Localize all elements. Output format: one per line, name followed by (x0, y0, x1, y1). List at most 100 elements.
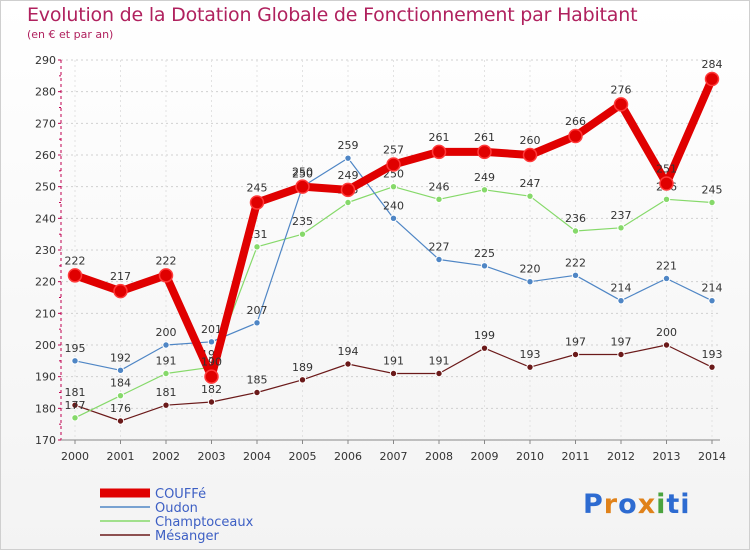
y-tick-label: 220 (35, 276, 56, 289)
data-point (613, 97, 629, 112)
data-label: 193 (520, 348, 541, 361)
data-point (295, 179, 310, 194)
x-tick-label: 2004 (243, 450, 271, 463)
data-point (708, 198, 716, 207)
data-label: 236 (565, 212, 586, 225)
data-point (389, 214, 398, 223)
data-label: 199 (474, 329, 495, 342)
y-tick-label: 210 (35, 307, 56, 320)
data-label: 191 (383, 355, 404, 368)
data-label: 261 (429, 131, 450, 144)
data-point (249, 195, 265, 210)
data-label: 195 (65, 342, 86, 355)
data-label: 197 (565, 336, 586, 349)
data-label: 260 (520, 134, 541, 147)
x-tick-label: 2000 (61, 450, 89, 463)
data-label: 221 (656, 260, 677, 273)
x-tick-label: 2014 (698, 450, 726, 463)
data-label: 246 (429, 180, 450, 193)
data-point (526, 277, 534, 286)
data-label: 181 (65, 386, 86, 399)
y-tick-label: 180 (35, 402, 56, 415)
data-label: 249 (474, 171, 495, 184)
legend-label: Oudon (155, 501, 198, 516)
data-point (708, 296, 716, 305)
data-point (386, 157, 401, 172)
logo-letter: i (656, 489, 667, 520)
x-tick-label: 2012 (607, 450, 635, 463)
data-label: 259 (338, 139, 359, 152)
y-tick-label: 280 (35, 86, 56, 99)
data-label: 194 (338, 345, 359, 358)
chart-title: Evolution de la Dotation Globale de Fonc… (27, 4, 638, 26)
data-label: 193 (702, 348, 723, 361)
x-tick-label: 2002 (152, 450, 180, 463)
y-tick-label: 250 (35, 181, 56, 194)
data-label: 222 (65, 254, 86, 267)
data-point (435, 195, 443, 204)
data-label: 181 (156, 386, 177, 399)
logo-letter: i (680, 489, 691, 520)
data-point (344, 154, 352, 162)
data-label: 284 (702, 58, 723, 71)
y-tick-label: 190 (35, 371, 56, 384)
data-point (71, 401, 79, 409)
data-point (659, 176, 674, 191)
data-label: 220 (520, 263, 541, 276)
x-tick-label: 2008 (425, 450, 453, 463)
data-point (162, 369, 170, 378)
data-point (662, 274, 671, 283)
data-point (71, 414, 79, 422)
data-point (344, 198, 352, 207)
data-point (662, 341, 671, 349)
data-point (204, 369, 219, 384)
data-label: 237 (611, 209, 632, 222)
data-label: 250 (292, 166, 313, 179)
data-label: 245 (702, 184, 723, 197)
data-label: 217 (110, 270, 131, 283)
proxiti-logo: Proxiti (583, 489, 691, 520)
data-label: 207 (247, 304, 268, 317)
data-point (522, 147, 538, 163)
data-label: 250 (292, 168, 313, 181)
y-tick-label: 290 (35, 54, 56, 67)
data-label: 191 (156, 355, 177, 368)
data-point (617, 296, 625, 305)
data-point (617, 224, 625, 232)
logo-letter: t (666, 489, 681, 520)
data-label: 191 (429, 355, 450, 368)
y-tick-label: 230 (35, 244, 56, 257)
data-label: 257 (383, 144, 404, 157)
data-label: 185 (247, 374, 268, 387)
logo-letter: o (618, 489, 638, 520)
data-label: 200 (656, 326, 677, 339)
data-point (158, 268, 174, 283)
chart-subtitle: (en € et par an) (27, 28, 114, 41)
data-label: 276 (611, 83, 632, 96)
data-point (477, 144, 492, 160)
data-point (162, 401, 170, 409)
data-label: 225 (474, 247, 495, 260)
x-tick-label: 2005 (289, 450, 317, 463)
data-point (116, 391, 125, 400)
data-label: 189 (292, 361, 313, 374)
data-label: 192 (110, 351, 131, 364)
data-label: 197 (611, 336, 632, 349)
y-tick-label: 170 (35, 434, 56, 447)
data-point (298, 376, 307, 384)
x-tick-label: 2013 (653, 450, 681, 463)
data-point (431, 144, 447, 160)
data-label: 214 (611, 282, 632, 295)
logo-letter: P (583, 489, 604, 520)
x-tick-label: 2001 (107, 450, 135, 463)
data-point (253, 319, 261, 327)
legend-label: Champtoceaux (155, 515, 254, 530)
data-label: 261 (474, 131, 495, 144)
data-point (708, 363, 716, 371)
data-point (480, 186, 489, 194)
x-tick-label: 2006 (334, 450, 362, 463)
data-point (568, 128, 583, 144)
data-label: 222 (156, 254, 177, 267)
data-label: 182 (201, 383, 222, 396)
data-point (571, 227, 580, 235)
